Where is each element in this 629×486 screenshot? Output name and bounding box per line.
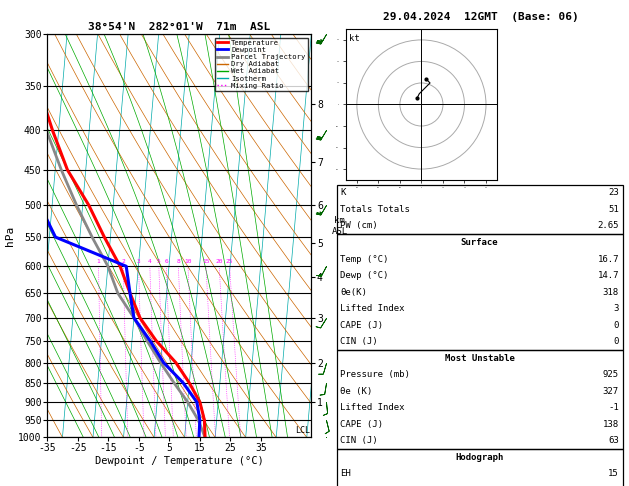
Title: 38°54'N  282°01'W  71m  ASL: 38°54'N 282°01'W 71m ASL (88, 22, 270, 32)
Text: 6: 6 (164, 259, 168, 264)
Text: 14.7: 14.7 (598, 271, 619, 280)
Y-axis label: hPa: hPa (5, 226, 15, 246)
Text: 16.7: 16.7 (598, 255, 619, 263)
Text: 25: 25 (226, 259, 233, 264)
Text: LCL: LCL (295, 426, 310, 435)
Text: 23: 23 (608, 189, 619, 197)
Text: 1: 1 (97, 259, 101, 264)
Text: 2: 2 (121, 259, 125, 264)
Text: 3: 3 (136, 259, 140, 264)
Text: Lifted Index: Lifted Index (340, 403, 405, 412)
Text: 3: 3 (613, 304, 619, 313)
Y-axis label: km
ASL: km ASL (331, 216, 347, 236)
Text: CAPE (J): CAPE (J) (340, 420, 383, 429)
Text: 2.65: 2.65 (598, 222, 619, 230)
Text: PW (cm): PW (cm) (340, 222, 378, 230)
Text: 29.04.2024  12GMT  (Base: 06): 29.04.2024 12GMT (Base: 06) (383, 12, 579, 22)
Text: Pressure (mb): Pressure (mb) (340, 370, 410, 379)
Text: 0: 0 (613, 321, 619, 330)
Text: 138: 138 (603, 420, 619, 429)
Text: Surface: Surface (461, 238, 498, 247)
Text: 925: 925 (603, 370, 619, 379)
Text: θe (K): θe (K) (340, 387, 372, 396)
Text: 63: 63 (608, 436, 619, 445)
Text: Temp (°C): Temp (°C) (340, 255, 389, 263)
Text: 8: 8 (177, 259, 181, 264)
X-axis label: Dewpoint / Temperature (°C): Dewpoint / Temperature (°C) (95, 456, 264, 466)
Text: 327: 327 (603, 387, 619, 396)
Text: 51: 51 (608, 205, 619, 214)
Text: Dewp (°C): Dewp (°C) (340, 271, 389, 280)
Legend: Temperature, Dewpoint, Parcel Trajectory, Dry Adiabat, Wet Adiabat, Isotherm, Mi: Temperature, Dewpoint, Parcel Trajectory… (214, 37, 308, 91)
Text: CIN (J): CIN (J) (340, 337, 378, 346)
Text: -1: -1 (608, 403, 619, 412)
Text: 4: 4 (148, 259, 152, 264)
Text: K: K (340, 189, 346, 197)
Text: 5: 5 (157, 259, 160, 264)
Text: 15: 15 (608, 469, 619, 478)
Text: EH: EH (340, 469, 351, 478)
Text: 10: 10 (184, 259, 192, 264)
Text: 15: 15 (203, 259, 209, 264)
Text: θe(K): θe(K) (340, 288, 367, 296)
Text: 318: 318 (603, 288, 619, 296)
Text: CAPE (J): CAPE (J) (340, 321, 383, 330)
Text: Hodograph: Hodograph (455, 453, 504, 462)
Text: Lifted Index: Lifted Index (340, 304, 405, 313)
Text: kt: kt (349, 34, 360, 43)
Text: Totals Totals: Totals Totals (340, 205, 410, 214)
Text: Most Unstable: Most Unstable (445, 354, 515, 363)
Text: 20: 20 (216, 259, 223, 264)
Text: 0: 0 (613, 337, 619, 346)
Text: CIN (J): CIN (J) (340, 436, 378, 445)
